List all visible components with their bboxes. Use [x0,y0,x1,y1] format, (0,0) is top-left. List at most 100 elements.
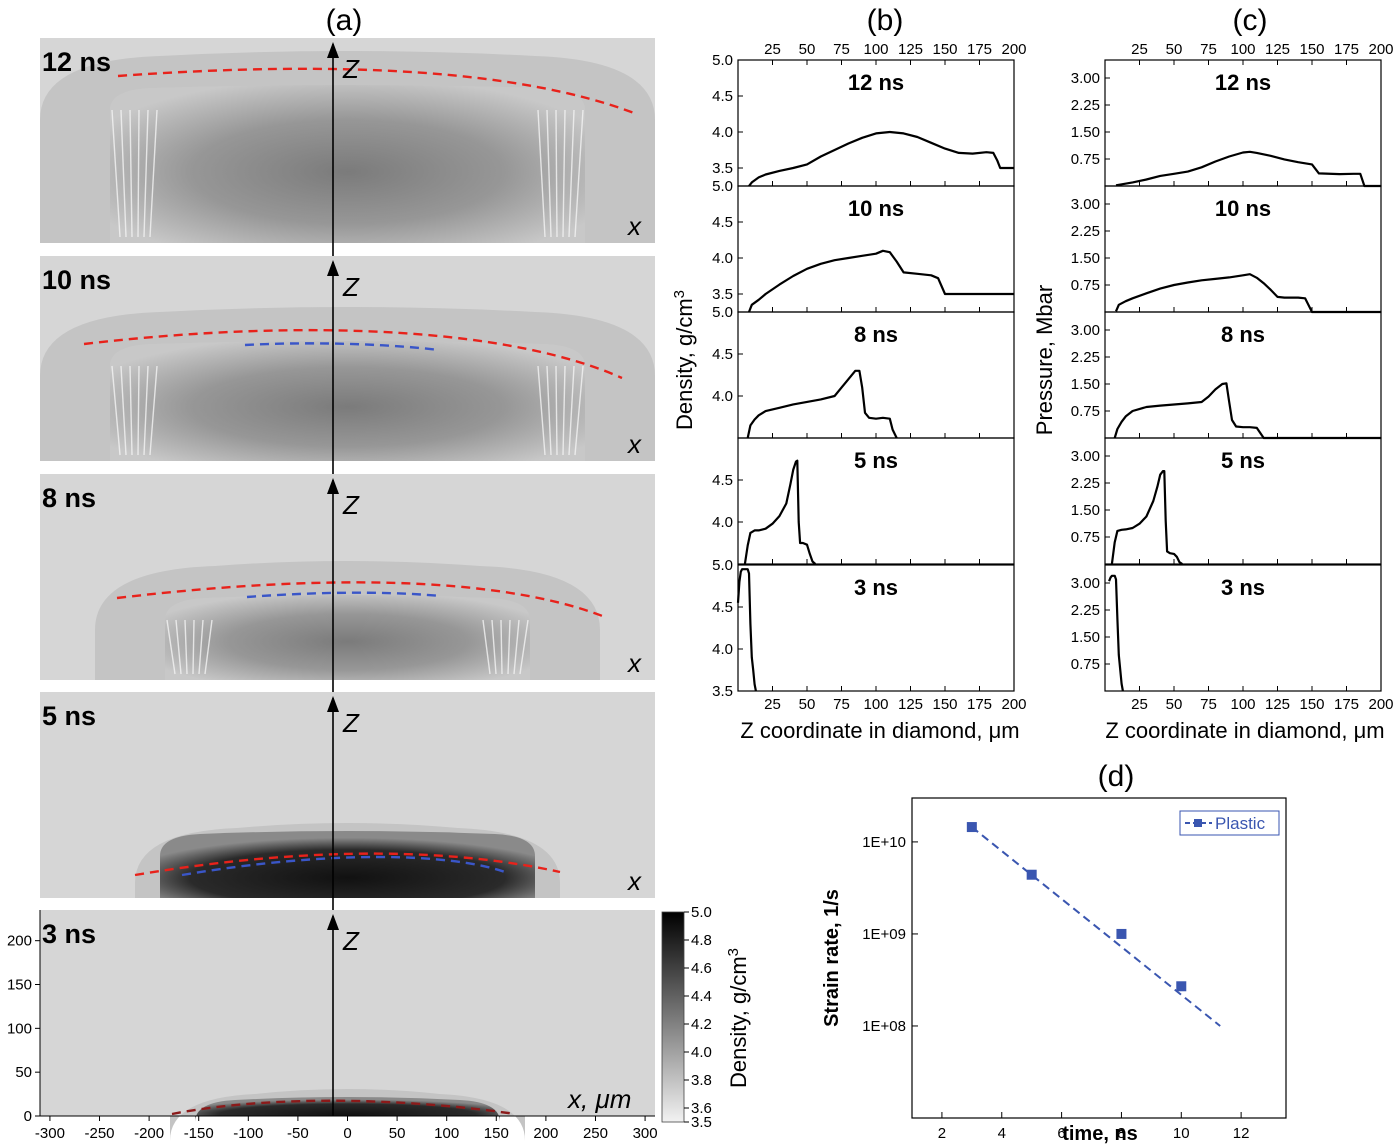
x-tick-label: 2 [938,1125,946,1142]
fracture-streak [175,619,182,675]
plastic-front-line [246,591,441,599]
y-tick-labels: 0 50 100 150 200 [7,910,41,1125]
pressure-profile-line [1113,382,1381,440]
density-subplot-5ns: 4.5 4.0 5 ns [712,437,1015,565]
fracture-streak [149,365,158,456]
x-tick-label-top: 25 [1131,41,1148,58]
z-axis-label: Z [342,54,360,84]
subplot-time-label: 5 ns [854,448,898,473]
pressure-subplot-10ns: 3.00 2.25 1.50 0.75 10 ns [1071,185,1382,314]
strain-rate-plot-content: 2 4 6 8 10 12 1E+10 1E+09 1E+08 [862,822,1249,1142]
x-tick-label-top: 50 [799,41,816,58]
colorbar-tick-label: 4.6 [691,960,712,977]
x-tick-label-top: 175 [1334,41,1359,58]
panel-c-pressure-profiles: 3.00 2.25 1.50 0.75 25 50 75 100 125 150 175 200 12 … [1032,41,1394,743]
fracture-streak [500,619,503,675]
x-tick-label: -100 [233,1125,263,1142]
density-map-frames: Zx 12 ns Zx 10 ns Zx 8 ns Zx 5 ns Zx, μm 3 ns [40,38,655,1141]
y-tick-label: 3.00 [1071,322,1100,339]
fracture-streak [143,365,149,456]
elastic-front-line [116,581,606,619]
x-tick-label: -200 [134,1125,164,1142]
x-tick-label-top: 100 [1230,41,1255,58]
x-tick-label: 75 [833,696,850,713]
panel-label-c: (c) [1233,4,1268,37]
z-axis-arrowhead [327,260,339,276]
x-tick-label: 100 [863,696,888,713]
strain-rate-fit-line [971,826,1221,1027]
elastic-front-line [171,1099,516,1116]
colorbar-tick-label: 3.5 [691,1114,712,1131]
density-axis-title: Density, g/cm3 [671,290,697,430]
x-tick-label: 300 [633,1125,658,1142]
fracture-streak [568,109,575,238]
fracture-streak [555,365,558,456]
z-axis-label: Z [342,708,360,738]
x-axis-label: x [626,211,642,241]
time-label: 5 ns [42,701,96,731]
y-tick-label: 4.0 [712,250,733,267]
x-tick-label-top: 125 [898,41,923,58]
x-tick-label: 8 [1117,1125,1125,1142]
x-tick-label: 75 [1200,696,1217,713]
fracture-streak [562,365,566,456]
x-tick-label-top: 125 [1265,41,1290,58]
y-tick-label: 150 [7,977,32,994]
x-tick-label-top: 150 [1299,41,1324,58]
x-tick-label: 150 [1299,696,1324,713]
elastic-front-line [117,67,635,115]
fracture-streak [568,365,575,456]
y-tick-label: 3.00 [1071,70,1100,87]
x-axis-label: x [626,648,642,678]
y-tick-label: 0.75 [1071,151,1100,168]
time-label: 10 ns [42,265,111,295]
y-tick-label: 5.0 [712,178,733,195]
y-tick-label: 1.50 [1071,376,1100,393]
pressure-profile-line [1110,470,1183,565]
colorbar-title: Density, g/cm3 [725,948,751,1088]
x-tick-label-top: 75 [833,41,850,58]
x-tick-label: 25 [1131,696,1148,713]
pressure-profile-line [1114,273,1381,314]
x-tick-label: 150 [484,1125,509,1142]
fracture-streak [192,619,195,675]
pressure-profile-plots: 3.00 2.25 1.50 0.75 25 50 75 100 125 150 175 200 12 … [1071,41,1394,713]
density-profile-line [748,130,1014,187]
x-tick-label: 125 [898,696,923,713]
colorbar-gradient [661,911,685,1123]
fracture-streak [574,109,584,238]
fracture-streak [166,619,176,675]
x-tick-label-top: 200 [1001,41,1026,58]
colorbar-tick-label: 5.0 [691,904,712,921]
x-tick-label: -50 [287,1125,309,1142]
fracture-streak [537,109,546,238]
y-tick-label: 3.5 [712,160,733,177]
density-colorbar: 5.0 4.8 4.6 4.4 4.2 4.0 3.8 3.63.5 Density, g/c… [661,904,751,1131]
y-tick-label: 1E+08 [862,1018,906,1035]
y-tick-label: 2.25 [1071,349,1100,366]
fracture-streak [537,365,546,456]
fracture-streak [111,365,121,456]
x-tick-label: 0 [343,1125,351,1142]
y-tick-label: 2.25 [1071,602,1100,619]
y-tick-label: 2.25 [1071,223,1100,240]
x-tick-label: 100 [434,1125,459,1142]
x-tick-label: 6 [1057,1125,1065,1142]
density-map-axes: -300 -250 -200 -150 -100 -50 0 50 100 150 200 250 30… [7,910,658,1142]
y-tick-label: 1E+09 [862,926,906,943]
density-frame-3ns: Zx, μm 3 ns [40,910,655,1141]
y-tick-label: 0.75 [1071,529,1100,546]
density-frame-8ns: Zx 8 ns [40,474,655,694]
y-tick-label: 4.5 [712,346,733,363]
x-tick-label-top: 25 [764,41,781,58]
density-profile-line [746,369,898,439]
density-frame-12ns: Zx 12 ns [40,38,655,257]
x-tick-label: 200 [533,1125,558,1142]
colorbar-tick-label: 4.4 [691,988,712,1005]
subplot-time-label: 8 ns [1221,322,1265,347]
plastic-front-line [244,342,439,352]
y-tick-label: 4.0 [712,388,733,405]
density-frame-5ns: Zx 5 ns [40,692,655,912]
